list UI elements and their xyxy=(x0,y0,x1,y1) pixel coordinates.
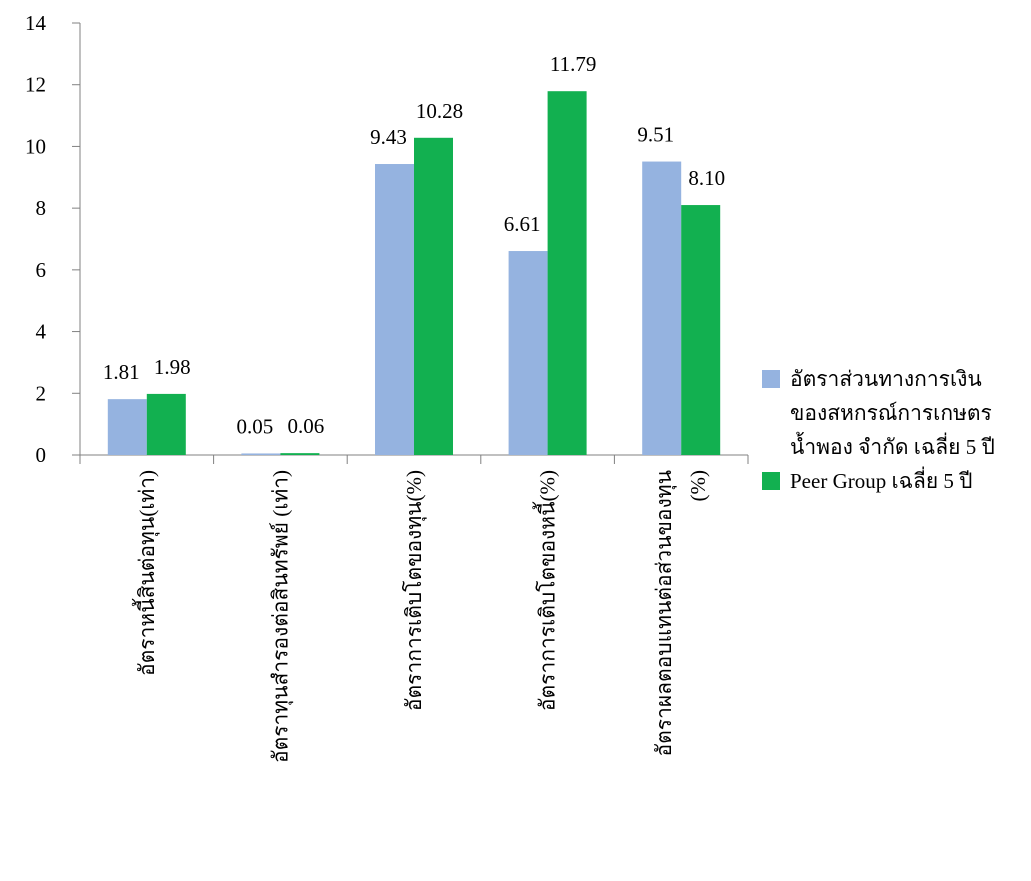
data-label-series-2: 10.28 xyxy=(416,99,463,123)
bar-series-2 xyxy=(414,137,453,455)
data-label-series-2: 8.10 xyxy=(688,166,725,190)
data-label-series-1: 1.81 xyxy=(103,360,140,384)
data-label-series-1: 6.61 xyxy=(504,212,541,236)
category-label: อัตราหนี้สินต่อทุน(เท่า) xyxy=(132,470,160,676)
data-label-series-2: 1.98 xyxy=(154,355,191,379)
legend-label-line-1: อัตราส่วนทางการเงิน xyxy=(790,367,982,391)
category-label: อัตราผลตอบแทนต่อส่วนของทุน xyxy=(652,470,677,756)
bar-series-2 xyxy=(681,205,721,455)
y-tick-label: 12 xyxy=(25,73,46,97)
legend-swatch-series-1 xyxy=(762,370,780,388)
bar-series-1 xyxy=(107,399,147,455)
legend-item-series-1: อัตราส่วนทางการเงิน ของสหกรณ์การเกษตร น้… xyxy=(762,362,1031,464)
bar-series-1 xyxy=(508,251,548,455)
y-tick-label: 0 xyxy=(36,443,47,467)
y-tick-label: 8 xyxy=(36,196,47,220)
y-tick-label: 10 xyxy=(25,134,46,158)
category-label: อัตราการเติบโตของหนี้(%) xyxy=(533,470,560,711)
category-label: อัตราการเติบโตของทุน(%) xyxy=(402,470,427,711)
y-tick-label: 14 xyxy=(25,11,47,35)
legend-swatch-series-2 xyxy=(762,472,780,490)
bar-series-1 xyxy=(375,164,414,455)
data-label-series-2: 11.79 xyxy=(550,52,596,76)
bar-series-2 xyxy=(547,91,587,456)
category-label: อัตราทุนสำรองต่อสินทรัพย์ (เท่า) xyxy=(268,470,293,763)
category-label: (%) xyxy=(686,470,710,501)
legend-label-line-2: ของสหกรณ์การเกษตร xyxy=(790,401,992,425)
bar-series-1 xyxy=(642,161,682,455)
legend-item-series-2: Peer Group เฉลี่ย 5 ปี xyxy=(762,464,1031,498)
data-label-series-1: 0.05 xyxy=(237,414,274,438)
y-tick-label: 6 xyxy=(36,258,47,282)
data-label-series-2: 0.06 xyxy=(288,414,325,438)
bar-series-2 xyxy=(146,393,186,455)
bar-series-2 xyxy=(280,453,320,455)
y-tick-label: 4 xyxy=(36,320,47,344)
legend: อัตราส่วนทางการเงิน ของสหกรณ์การเกษตร น้… xyxy=(762,362,1031,498)
y-tick-label: 2 xyxy=(36,381,47,405)
legend-label-series-2: Peer Group เฉลี่ย 5 ปี xyxy=(790,469,973,493)
legend-label-line-3: น้ำพอง จำกัด เฉลี่ย 5 ปี xyxy=(790,435,995,459)
bar-series-1 xyxy=(241,453,281,455)
data-label-series-1: 9.51 xyxy=(637,123,674,147)
data-label-series-1: 9.43 xyxy=(370,125,407,149)
